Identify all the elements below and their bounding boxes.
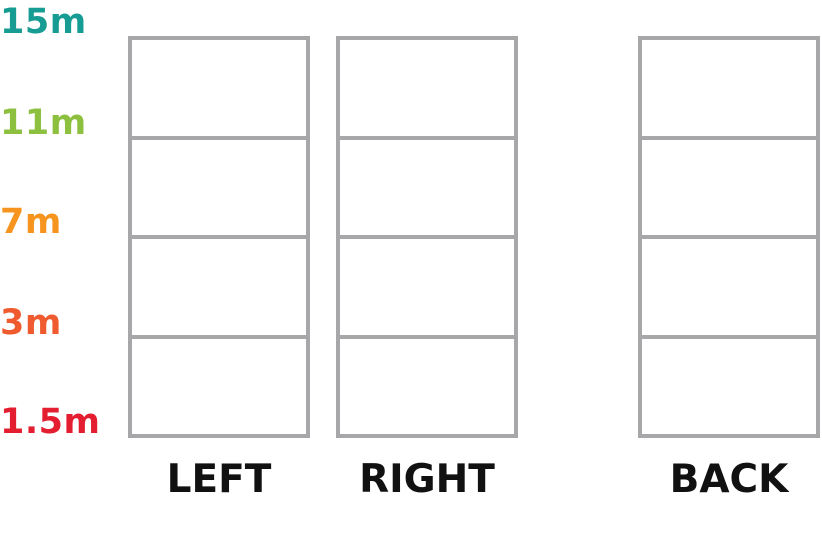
column-right [336,36,518,438]
grid-divider [132,335,306,339]
column-label-back: BACK [669,457,789,502]
grid-divider [642,335,816,339]
column-label-left: LEFT [166,457,272,502]
distance-label-3m: 3m [0,303,62,343]
grid-divider [340,335,514,339]
grid-divider [340,136,514,140]
distance-label-7m: 7m [0,202,62,242]
grid-divider [132,235,306,239]
distance-label-15m: 15m [0,2,87,42]
grid-divider [642,235,816,239]
column-left [128,36,310,438]
distance-label-1-5m: 1.5m [0,402,101,442]
grid-divider [132,136,306,140]
column-back [638,36,820,438]
grid-divider [642,136,816,140]
column-label-right: RIGHT [359,457,495,502]
grid-divider [340,235,514,239]
distance-label-11m: 11m [0,103,87,143]
